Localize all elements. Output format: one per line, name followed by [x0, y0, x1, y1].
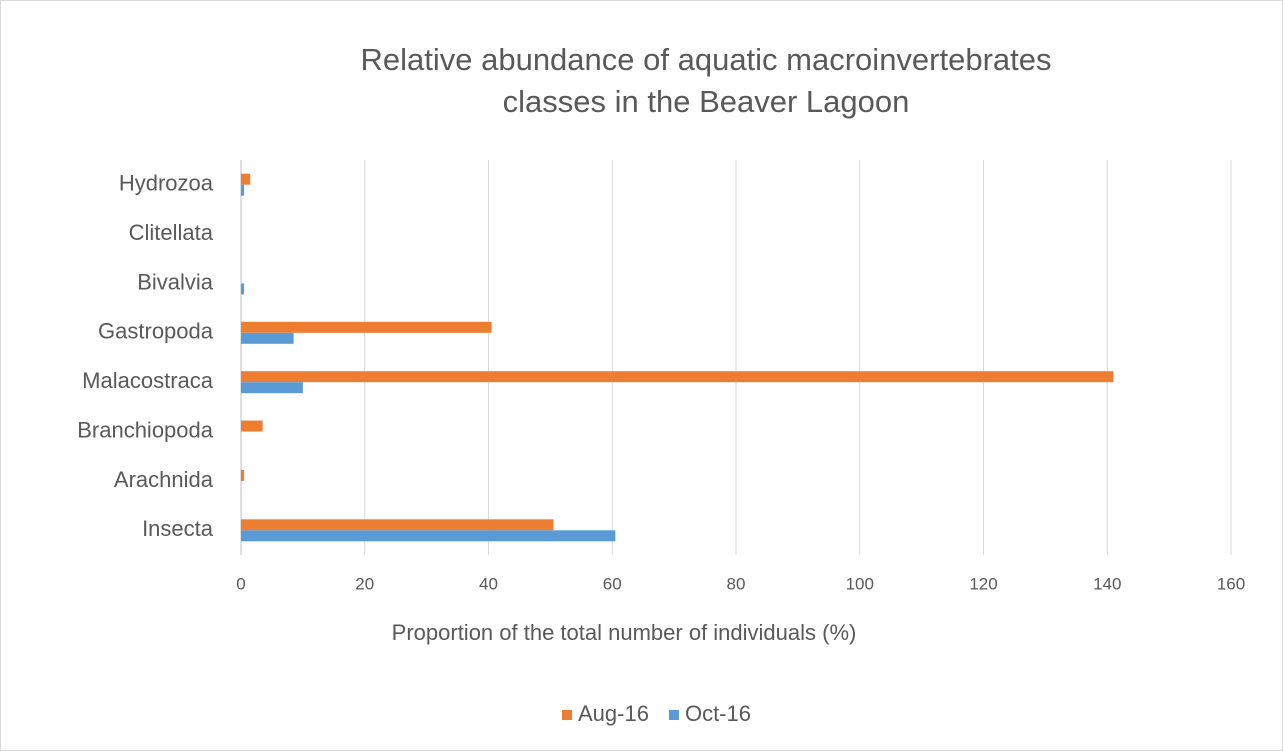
y-tick-label: Hydrozoa — [119, 171, 214, 196]
y-tick-label: Insecta — [142, 516, 214, 541]
bar — [241, 420, 263, 432]
bar — [241, 519, 554, 531]
bar — [241, 530, 616, 542]
x-tick-label: 80 — [727, 574, 746, 593]
x-tick-label: 100 — [846, 574, 874, 593]
bar — [241, 469, 245, 481]
x-tick-label: 40 — [479, 574, 498, 593]
x-tick-label: 20 — [355, 574, 374, 593]
y-tick-label: Malacostraca — [82, 368, 214, 393]
y-tick-label: Branchiopoda — [77, 417, 214, 442]
x-tick-label: 120 — [969, 574, 997, 593]
x-axis-label: Proportion of the total number of indivi… — [392, 620, 857, 645]
bar — [241, 321, 492, 333]
y-tick-label: Arachnida — [114, 467, 214, 492]
bar — [241, 371, 1114, 383]
legend-swatch — [562, 710, 572, 720]
x-tick-label: 140 — [1093, 574, 1121, 593]
legend-swatch — [668, 710, 679, 720]
bar — [241, 283, 245, 295]
y-tick-label: Gastropoda — [98, 319, 214, 344]
legend-label: Oct-16 — [685, 701, 751, 726]
chart-title: classes in the Beaver Lagoon — [503, 84, 910, 119]
bar — [241, 173, 251, 185]
x-tick-label: 0 — [236, 574, 245, 593]
bar — [241, 332, 294, 344]
legend-label: Aug-16 — [578, 701, 649, 726]
x-tick-label: 60 — [603, 574, 622, 593]
chart-title: Relative abundance of aquatic macroinver… — [360, 42, 1051, 77]
x-tick-label: 160 — [1217, 574, 1245, 593]
y-tick-label: Bivalvia — [137, 269, 214, 294]
bar — [241, 382, 303, 394]
y-tick-label: Clitellata — [129, 220, 214, 245]
bar — [241, 184, 245, 196]
